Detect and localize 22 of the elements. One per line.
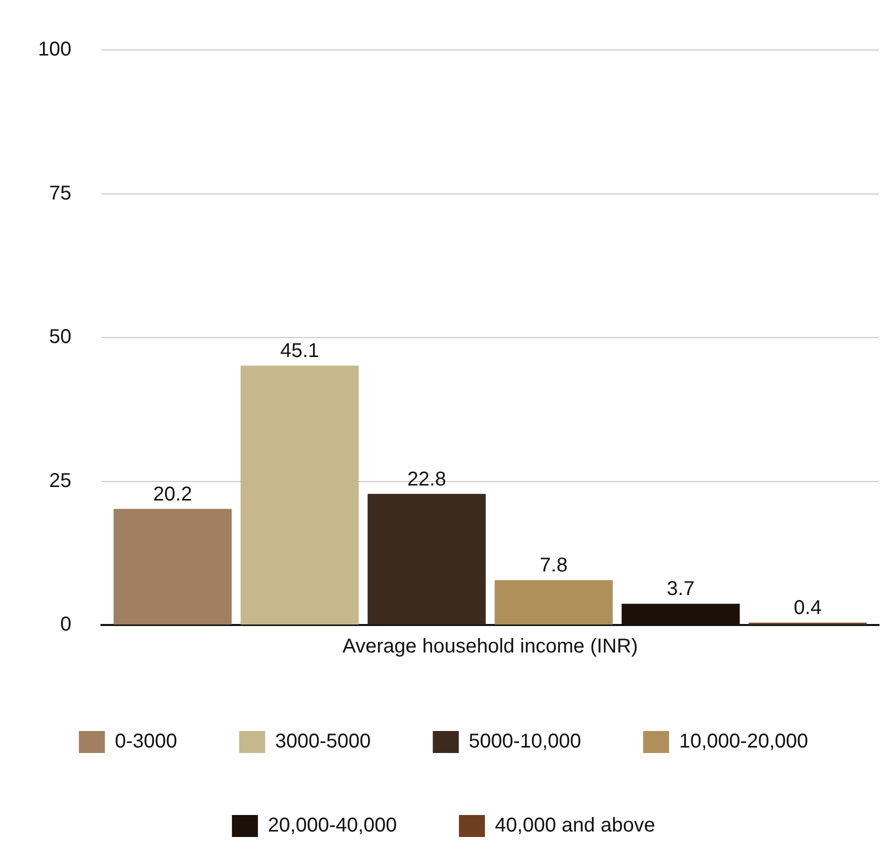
data-label: 22.8 [407, 468, 446, 490]
y-tick-label: 0 [60, 614, 72, 636]
bar [240, 366, 359, 624]
bar [114, 508, 232, 624]
legend-label: 20,000-40,000 [268, 814, 397, 837]
y-tick-label: 25 [49, 470, 72, 492]
y-tick-label: 100 [38, 38, 72, 61]
legend-label: 0-3000 [114, 730, 178, 753]
y-tick-label: 75 [49, 182, 72, 204]
data-label: 45.1 [280, 340, 320, 362]
data-label: 20.2 [153, 483, 192, 506]
bar [368, 494, 486, 624]
data-label: 0.4 [794, 597, 822, 620]
legend-label: 10,000-20,000 [679, 730, 808, 753]
y-tick-label: 50 [49, 326, 72, 348]
legend-label: 5000-10,000 [468, 730, 582, 753]
x-tick-label: Average household income (INR) [342, 636, 638, 658]
data-label: 3.7 [666, 578, 695, 600]
legend-label: 40,000 and above [494, 814, 656, 837]
bar [494, 580, 613, 624]
data-label: 7.8 [540, 554, 568, 577]
legend-label: 3000-5000 [275, 730, 371, 753]
